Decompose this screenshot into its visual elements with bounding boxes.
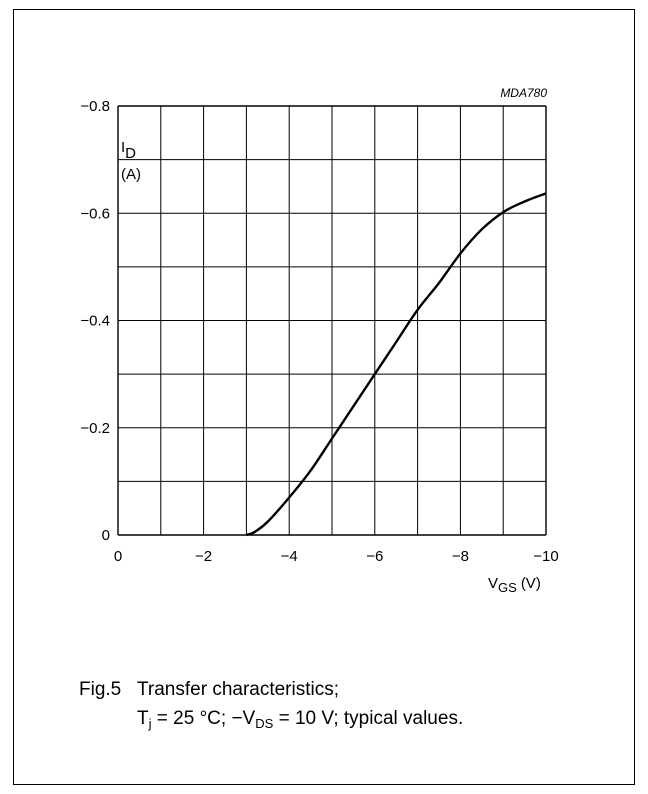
figure-caption: Fig.5 Transfer characteristics; Tj = 25 °…	[79, 675, 463, 733]
x-tick-labels: 0 −2 −4 −6 −8 −10	[114, 548, 559, 565]
x-tick-label: −10	[533, 548, 558, 565]
caption-line-2: Tj = 25 °C; −VDS = 10 V; typical values.	[137, 708, 464, 731]
x-axis-label: VGS (V)	[488, 575, 541, 595]
caption-line-1: Fig.5 Transfer characteristics;	[79, 675, 463, 704]
figure-number: Fig.5	[79, 679, 122, 700]
chart-grid	[117, 105, 547, 536]
figure-code: MDA780	[500, 86, 547, 100]
y-tick-labels: 0 −0.2 −0.4 −0.6 −0.8	[80, 98, 110, 544]
y-axis-label: ID	[121, 139, 136, 162]
x-tick-label: −2	[195, 548, 212, 565]
y-tick-label: −0.6	[80, 205, 110, 222]
x-tick-label: −4	[281, 548, 298, 565]
x-tick-label: −6	[366, 548, 383, 565]
y-tick-label: −0.8	[80, 98, 110, 115]
y-tick-label: −0.4	[80, 313, 110, 330]
series-line	[245, 192, 547, 537]
figure-title: Transfer characteristics;	[137, 679, 340, 700]
x-tick-label: −8	[452, 548, 469, 565]
chart-series	[245, 192, 547, 537]
y-axis-unit: (A)	[121, 166, 141, 183]
y-tick-label: 0	[102, 527, 110, 544]
y-tick-label: −0.2	[80, 420, 110, 437]
x-tick-label: 0	[114, 548, 122, 565]
figure-frame	[13, 9, 635, 785]
